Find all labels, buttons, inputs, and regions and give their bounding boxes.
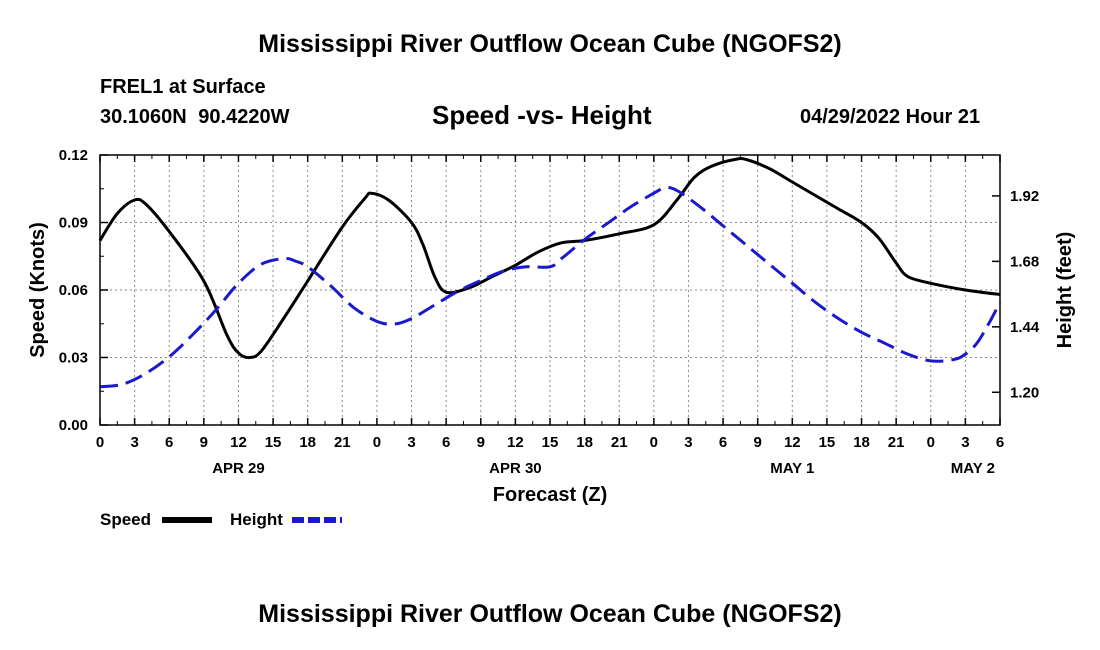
x-tick-label: 3 (684, 434, 692, 451)
x-tick-label: 18 (299, 434, 316, 451)
x-tick-label: 12 (507, 434, 524, 451)
x-tick-label: 3 (961, 434, 969, 451)
y-right-tick-label: 1.20 (1010, 384, 1039, 401)
x-tick-label: 6 (165, 434, 173, 451)
x-tick-label: 9 (754, 434, 762, 451)
y-left-tick-label: 0.09 (59, 215, 88, 232)
x-tick-label: 12 (784, 434, 801, 451)
date-label: MAY 1 (770, 460, 814, 477)
x-tick-label: 6 (996, 434, 1004, 451)
x-tick-label: 0 (373, 434, 381, 451)
footer-title: Mississippi River Outflow Ocean Cube (NG… (0, 600, 1100, 629)
x-tick-label: 18 (576, 434, 593, 451)
y-axis-title-left: Speed (Knots) (27, 222, 49, 358)
x-tick-label: 0 (96, 434, 104, 451)
x-tick-label: 18 (853, 434, 870, 451)
y-left-tick-label: 0.06 (59, 282, 88, 299)
x-tick-label: 15 (265, 434, 282, 451)
x-tick-label: 6 (719, 434, 727, 451)
y-left-tick-label: 0.00 (59, 417, 88, 434)
axis-labels: 0 3 6 9 12 15 18 21 0 3 6 9 12 15 18 21 0 3 6 9 12 15 18 21 0 3 6 A… (59, 147, 1040, 477)
x-tick-label: 21 (888, 434, 905, 451)
legend-speed-label: Speed (100, 510, 151, 529)
x-tick-label: 15 (819, 434, 836, 451)
x-tick-label: 9 (200, 434, 208, 451)
y-left-tick-label: 0.03 (59, 350, 88, 367)
x-axis-title: Forecast (Z) (493, 484, 607, 506)
series-lines (100, 159, 1000, 387)
grid-lines (100, 155, 1000, 425)
y-axis-title-right: Height (feet) (1054, 232, 1076, 349)
x-tick-label: 21 (334, 434, 351, 451)
date-label: APR 30 (489, 460, 542, 477)
x-tick-label: 3 (407, 434, 415, 451)
y-right-tick-label: 1.68 (1010, 253, 1039, 270)
x-tick-label: 15 (542, 434, 559, 451)
y-right-tick-label: 1.44 (1010, 319, 1040, 336)
series-line-speed (100, 159, 1000, 358)
x-tick-label: 21 (611, 434, 628, 451)
date-label: APR 29 (212, 460, 265, 477)
x-tick-label: 12 (230, 434, 247, 451)
x-tick-label: 0 (650, 434, 658, 451)
x-tick-label: 0 (927, 434, 935, 451)
y-right-tick-label: 1.92 (1010, 188, 1039, 205)
y-left-tick-label: 0.12 (59, 147, 88, 164)
x-tick-label: 9 (477, 434, 485, 451)
legend: Speed Height (100, 510, 342, 529)
x-tick-label: 6 (442, 434, 450, 451)
speed-height-chart: 0 3 6 9 12 15 18 21 0 3 6 9 12 15 18 21 0 3 6 9 12 15 18 21 0 3 6 A… (0, 0, 1100, 650)
date-label: MAY 2 (951, 460, 995, 477)
legend-height-label: Height (230, 510, 283, 529)
x-tick-label: 3 (130, 434, 138, 451)
